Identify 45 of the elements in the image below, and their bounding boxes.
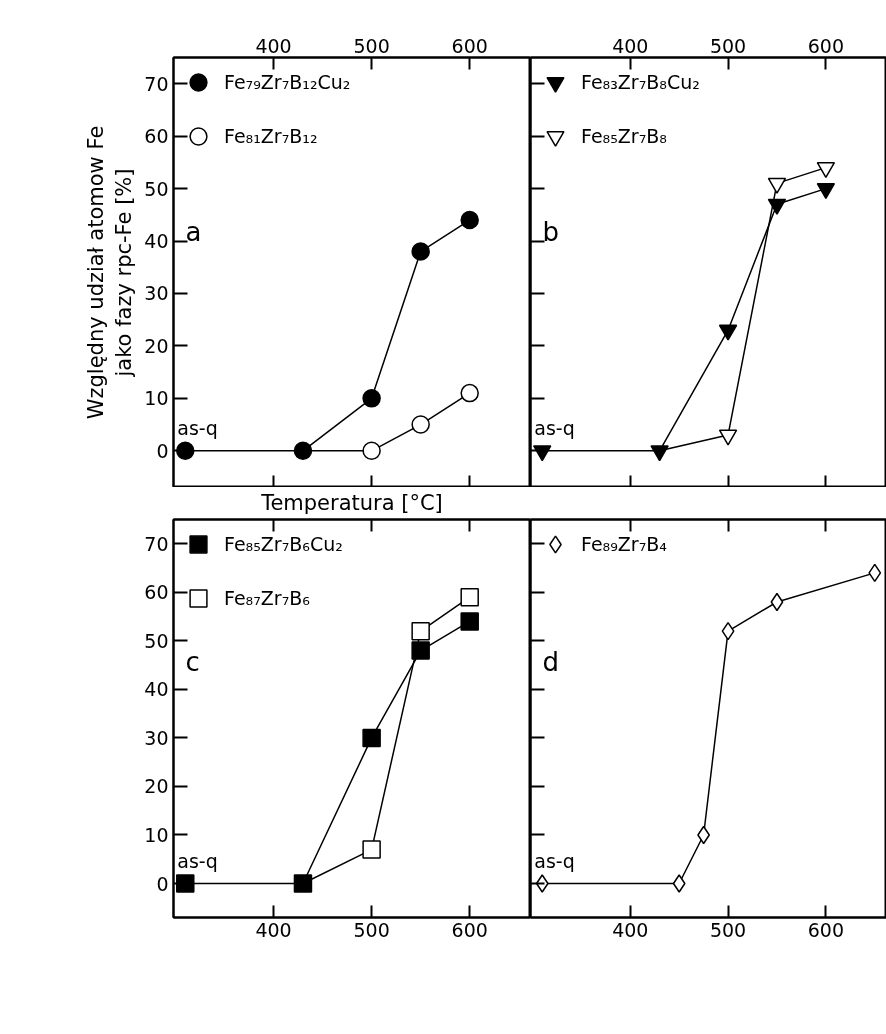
legend-label: Fe₈₃Zr₇B₈Cu₂: [581, 71, 700, 93]
y-tick-label: 40: [144, 678, 169, 701]
annotation: as-q: [534, 849, 575, 872]
annotation: as-q: [177, 416, 218, 439]
y-tick-label: 70: [144, 532, 169, 555]
x-tick-label: 400: [255, 918, 292, 941]
y-tick-label: 60: [144, 125, 169, 148]
y-tick-label: 10: [144, 823, 169, 846]
annotation: d: [542, 646, 560, 677]
y-tick-label: 70: [144, 72, 169, 95]
y-tick-label: 20: [144, 775, 169, 798]
x-tick-label: 600: [807, 34, 844, 57]
x-tick-label: 500: [709, 34, 747, 57]
legend-label: Fe₈₁Zr₇B₁₂: [224, 125, 318, 147]
y-tick-label: 30: [144, 726, 169, 749]
legend-label: Fe₈₅Zr₇B₆Cu₂: [224, 533, 343, 555]
y-tick-label: 0: [156, 439, 169, 462]
x-tick-label: 500: [353, 918, 390, 941]
x-tick-label: 600: [807, 918, 844, 941]
legend-label: Fe₈₅Zr₇B₈: [581, 125, 667, 147]
y-tick-label: 50: [144, 177, 169, 200]
y-tick-label: 20: [144, 334, 169, 357]
annotation: as-q: [534, 416, 575, 439]
legend-label: Fe₈₉Zr₇B₄: [581, 533, 667, 555]
y-tick-label: 50: [144, 629, 169, 652]
x-tick-label: 500: [353, 34, 390, 57]
x-tick-label: 600: [451, 34, 488, 57]
annotation: a: [185, 216, 202, 247]
legend-label: Fe₈₇Zr₇B₆: [224, 587, 310, 609]
y-tick-label: 10: [144, 387, 169, 410]
y-tick-label: 30: [144, 282, 169, 305]
x-tick-label: 400: [612, 918, 649, 941]
x-axis-title: Temperatura [°C]: [260, 490, 443, 515]
y-axis-title: Względny udział atomow Fe jako fazy rpc-Fe [%]: [83, 125, 137, 420]
x-tick-label: 400: [612, 34, 649, 57]
legend-label: Fe₇₉Zr₇B₁₂Cu₂: [224, 71, 351, 93]
annotation: c: [185, 646, 200, 677]
x-tick-label: 400: [255, 34, 292, 57]
y-tick-label: 40: [144, 230, 169, 253]
y-tick-label: 60: [144, 581, 169, 604]
x-tick-label: 500: [709, 918, 747, 941]
annotation: as-q: [177, 849, 218, 872]
x-tick-label: 600: [451, 918, 488, 941]
y-tick-label: 0: [156, 872, 169, 895]
annotation: b: [542, 216, 560, 247]
